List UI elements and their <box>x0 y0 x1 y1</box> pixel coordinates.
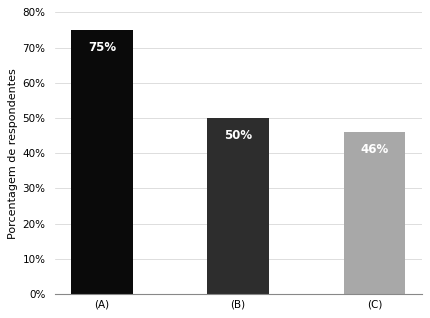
Bar <box>71 30 132 294</box>
Text: 75%: 75% <box>88 41 116 54</box>
Bar <box>207 118 269 294</box>
Y-axis label: Porcentagem de respondentes: Porcentagem de respondentes <box>8 68 18 238</box>
Text: 46%: 46% <box>360 143 388 156</box>
Text: 50%: 50% <box>224 129 252 142</box>
Bar <box>344 132 405 294</box>
